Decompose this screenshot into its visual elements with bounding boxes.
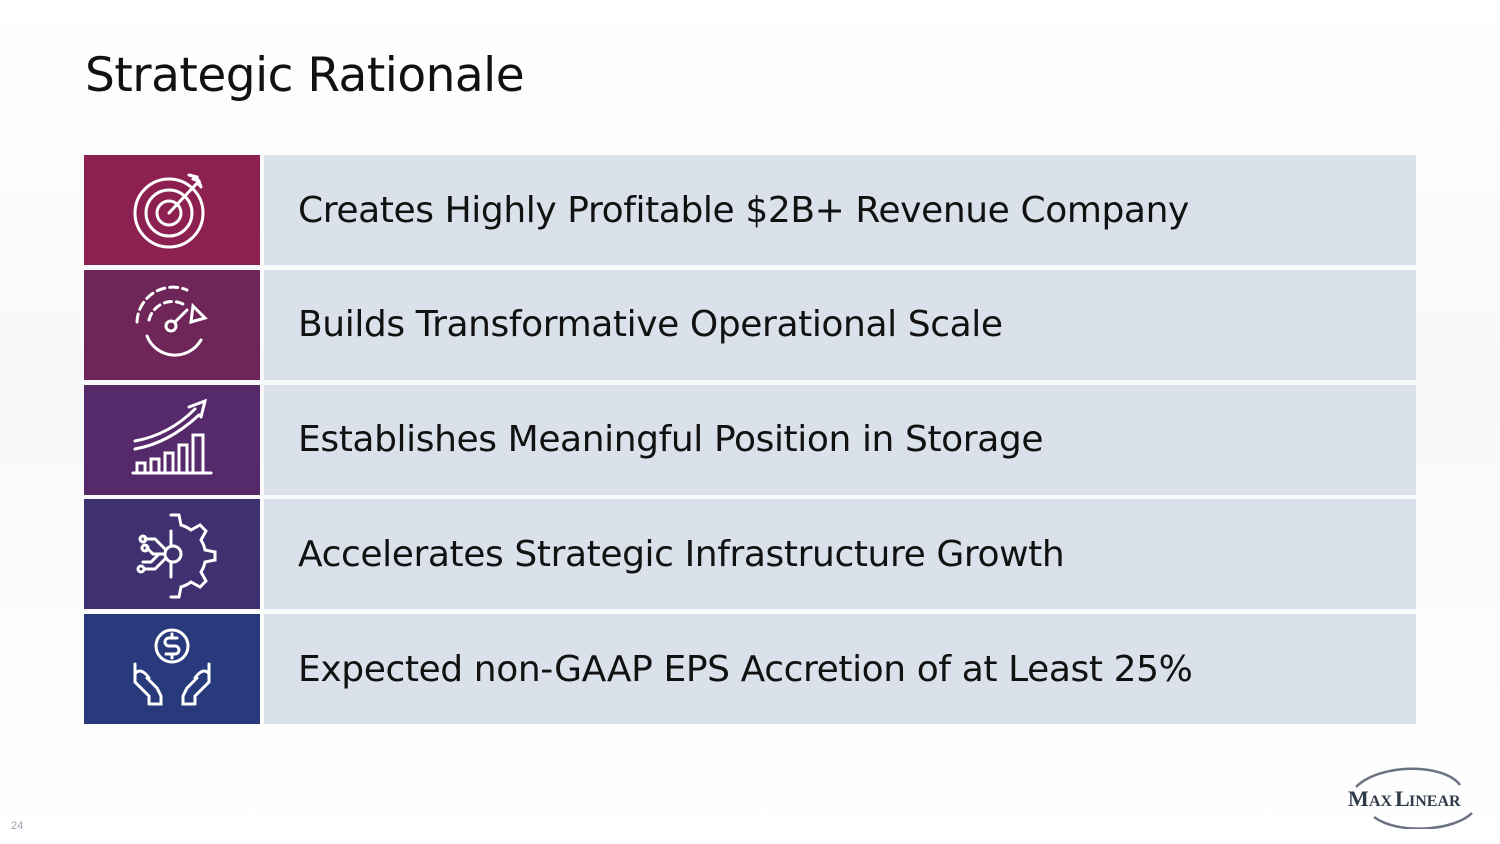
rationale-text: Establishes Meaningful Position in Stora… [264,384,1416,495]
rationale-row: Accelerates Strategic Infrastructure Gro… [84,499,1416,610]
rationale-text: Accelerates Strategic Infrastructure Gro… [264,499,1416,610]
speedometer-icon [84,269,260,380]
rationale-row: Establishes Meaningful Position in Stora… [84,384,1416,495]
rationale-row: Builds Transformative Operational Scale [84,269,1416,380]
rationale-text: Builds Transformative Operational Scale [264,269,1416,380]
svg-text:M: M [1348,786,1369,811]
page-number: 24 [11,820,24,832]
rationale-row: Creates Highly Profitable $2B+ Revenue C… [84,155,1416,265]
rationale-row: Expected non-GAAP EPS Accretion of at Le… [84,614,1416,725]
svg-text:INEAR: INEAR [1409,793,1461,810]
rationale-text: Creates Highly Profitable $2B+ Revenue C… [264,155,1416,265]
growth-chart-icon [84,384,260,495]
maxlinear-logo: M AX L INEAR [1348,767,1473,829]
hands-dollar-icon [84,614,260,725]
rationale-text: Expected non-GAAP EPS Accretion of at Le… [264,614,1416,725]
page-title: Strategic Rationale [85,48,525,103]
svg-text:AX: AX [1369,793,1393,810]
target-icon [84,155,260,265]
svg-text:L: L [1395,786,1410,811]
gear-circuit-icon [84,499,260,610]
rationale-list: Creates Highly Profitable $2B+ Revenue C… [84,155,1416,729]
